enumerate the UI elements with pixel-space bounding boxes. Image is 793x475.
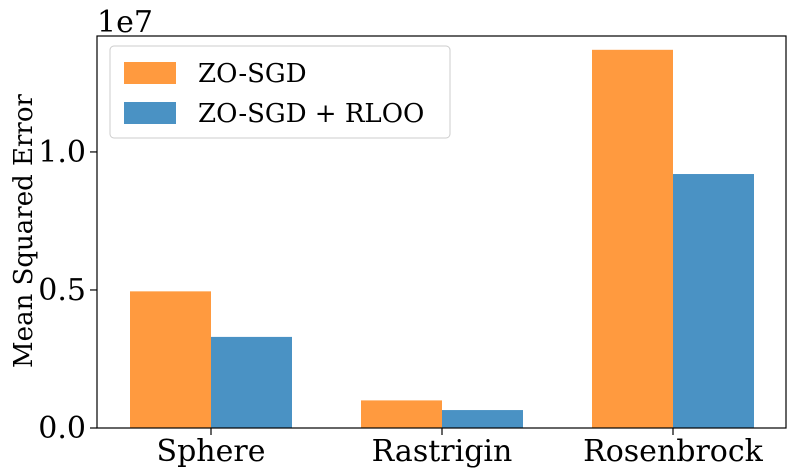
legend-label-zo-sgd-rloo: ZO-SGD + RLOO: [198, 99, 424, 129]
plot-frame: [96, 35, 787, 429]
bar-sphere-zo-sgd-rloo: [211, 336, 292, 428]
y-tick-label: 0.0: [38, 411, 86, 446]
legend-swatch-zo-sgd-rloo: [124, 102, 176, 124]
bar-rastrigin-zo-sgd: [361, 400, 442, 428]
legend-frame: [109, 45, 451, 139]
x-tick-label-sphere: Sphere: [157, 434, 266, 469]
legend-label-zo-sgd: ZO-SGD: [198, 59, 307, 89]
bar-rastrigin-zo-sgd-rloo: [442, 410, 523, 428]
bar-sphere-zo-sgd: [130, 291, 211, 428]
y-tick-label: 0.5: [38, 273, 86, 308]
y-axis-label: Mean Squared Error: [9, 94, 39, 368]
y-tick-label: 1.0: [38, 135, 86, 170]
x-tick-label-rosenbrock: Rosenbrock: [583, 434, 764, 469]
x-tick-label-rastrigin: Rastrigin: [372, 434, 513, 469]
y-offset-label: 1e7: [97, 5, 153, 40]
legend: ZO-SGD ZO-SGD + RLOO: [109, 45, 451, 139]
bar-rosenbrock-zo-sgd-rloo: [673, 174, 754, 428]
bar-rosenbrock-zo-sgd: [592, 49, 673, 428]
legend-swatch-zo-sgd: [124, 62, 176, 84]
